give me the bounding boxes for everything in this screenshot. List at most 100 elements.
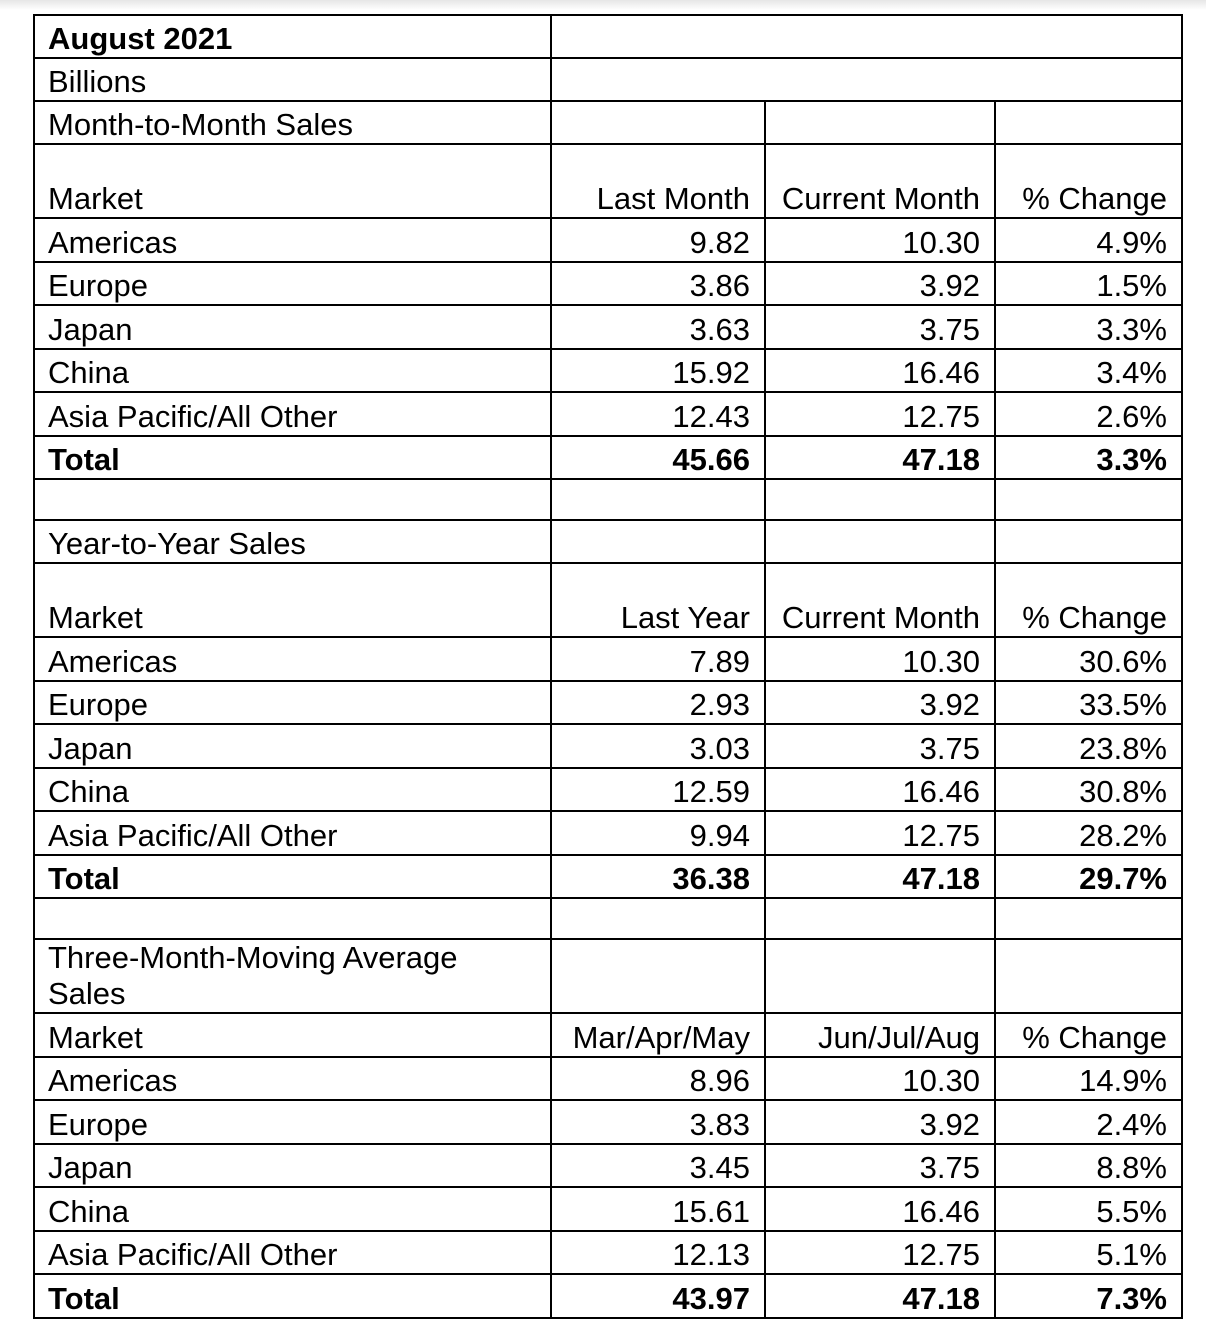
empty-cell bbox=[550, 897, 766, 940]
total-row: Total 36.38 47.18 29.7% bbox=[33, 853, 1183, 899]
table-row: Asia Pacific/All Other 12.13 12.75 5.1% bbox=[33, 1229, 1183, 1275]
market-name: China bbox=[33, 766, 552, 812]
empty-cell bbox=[764, 897, 996, 940]
column-header-row: Market Last Month Current Month% Change bbox=[33, 143, 1183, 219]
section-heading: Year-to-Year Sales bbox=[33, 519, 552, 564]
market-name: Japan bbox=[33, 723, 552, 769]
value-cell: 9.82 bbox=[550, 217, 766, 263]
column-header: Last Year bbox=[550, 562, 766, 638]
value-cell: 12.75 bbox=[764, 810, 996, 856]
value-cell: 3.83 bbox=[550, 1099, 766, 1145]
table-row: Americas 8.96 10.30 14.9% bbox=[33, 1055, 1183, 1101]
total-row: Total 45.66 47.18 3.3% bbox=[33, 434, 1183, 480]
value-cell: 3.03 bbox=[550, 723, 766, 769]
total-value: 47.18 bbox=[764, 853, 996, 899]
table-row: Japan 3.03 3.75 23.8% bbox=[33, 723, 1183, 769]
table-row: Europe 2.93 3.92 33.5% bbox=[33, 679, 1183, 725]
empty-cell bbox=[994, 519, 1183, 564]
value-cell: 3.75 bbox=[764, 1142, 996, 1188]
column-header: Current Month bbox=[764, 143, 996, 219]
value-cell: 2.4% bbox=[994, 1099, 1183, 1145]
column-header: Market bbox=[33, 1012, 552, 1058]
market-name: Americas bbox=[33, 217, 552, 263]
table-row: China 12.59 16.46 30.8% bbox=[33, 766, 1183, 812]
total-label: Total bbox=[33, 434, 552, 480]
value-cell: 3.75 bbox=[764, 304, 996, 350]
table-row: Asia Pacific/All Other 12.43 12.75 2.6% bbox=[33, 391, 1183, 437]
empty-cell bbox=[550, 938, 766, 1014]
value-cell: 28.2% bbox=[994, 810, 1183, 856]
table-row: Japan 3.63 3.75 3.3% bbox=[33, 304, 1183, 350]
section-heading: Three-Month-Moving Average Sales bbox=[33, 938, 552, 1014]
table-title: August 2021 bbox=[33, 14, 552, 59]
value-cell: 3.86 bbox=[550, 260, 766, 306]
section-heading-row: Three-Month-Moving Average Sales bbox=[33, 938, 1183, 1014]
total-value: 45.66 bbox=[550, 434, 766, 480]
column-header: Market bbox=[33, 143, 552, 219]
total-value: 43.97 bbox=[550, 1273, 766, 1319]
market-name: Japan bbox=[33, 1142, 552, 1188]
value-cell: 8.96 bbox=[550, 1055, 766, 1101]
empty-cell bbox=[33, 478, 552, 521]
column-header-row: Market Last Year Current Month% Change bbox=[33, 562, 1183, 638]
column-header: Market bbox=[33, 562, 552, 638]
column-header: % Change bbox=[994, 143, 1183, 219]
total-row: Total 43.97 47.18 7.3% bbox=[33, 1273, 1183, 1319]
column-header: Last Month bbox=[550, 143, 766, 219]
value-cell: 30.8% bbox=[994, 766, 1183, 812]
value-cell: 15.92 bbox=[550, 347, 766, 393]
value-cell: 3.4% bbox=[994, 347, 1183, 393]
market-name: Americas bbox=[33, 636, 552, 682]
value-cell: 10.30 bbox=[764, 217, 996, 263]
value-cell: 15.61 bbox=[550, 1186, 766, 1232]
spacer-row bbox=[33, 478, 1183, 521]
empty-cell bbox=[550, 519, 766, 564]
value-cell: 12.75 bbox=[764, 391, 996, 437]
market-name: Europe bbox=[33, 1099, 552, 1145]
value-cell: 10.30 bbox=[764, 1055, 996, 1101]
value-cell: 12.75 bbox=[764, 1229, 996, 1275]
column-header: % Change bbox=[994, 562, 1183, 638]
value-cell: 33.5% bbox=[994, 679, 1183, 725]
value-cell: 12.59 bbox=[550, 766, 766, 812]
empty-cell bbox=[550, 57, 1183, 102]
value-cell: 3.92 bbox=[764, 1099, 996, 1145]
value-cell: 10.30 bbox=[764, 636, 996, 682]
section-heading-row: Month-to-Month Sales bbox=[33, 100, 1183, 145]
market-name: China bbox=[33, 347, 552, 393]
market-name: Americas bbox=[33, 1055, 552, 1101]
table-row: China 15.92 16.46 3.4% bbox=[33, 347, 1183, 393]
column-header-row: Market Mar/Apr/May Jun/Jul/Aug% Change bbox=[33, 1012, 1183, 1058]
market-name: China bbox=[33, 1186, 552, 1232]
empty-cell bbox=[994, 478, 1183, 521]
total-value: 29.7% bbox=[994, 853, 1183, 899]
value-cell: 5.1% bbox=[994, 1229, 1183, 1275]
empty-cell bbox=[994, 897, 1183, 940]
empty-cell bbox=[550, 14, 1183, 59]
total-value: 47.18 bbox=[764, 434, 996, 480]
value-cell: 3.45 bbox=[550, 1142, 766, 1188]
market-name: Europe bbox=[33, 679, 552, 725]
table-row: Asia Pacific/All Other 9.94 12.75 28.2% bbox=[33, 810, 1183, 856]
value-cell: 23.8% bbox=[994, 723, 1183, 769]
market-name: Asia Pacific/All Other bbox=[33, 391, 552, 437]
title-row: August 2021 bbox=[33, 14, 1183, 59]
value-cell: 16.46 bbox=[764, 766, 996, 812]
value-cell: 2.6% bbox=[994, 391, 1183, 437]
value-cell: 3.92 bbox=[764, 679, 996, 725]
value-cell: 16.46 bbox=[764, 347, 996, 393]
column-header: Jun/Jul/Aug bbox=[764, 1012, 996, 1058]
value-cell: 14.9% bbox=[994, 1055, 1183, 1101]
empty-cell bbox=[764, 519, 996, 564]
value-cell: 3.75 bbox=[764, 723, 996, 769]
value-cell: 5.5% bbox=[994, 1186, 1183, 1232]
sales-table: August 2021 Billions Month-to-Month Sale… bbox=[33, 14, 1183, 1319]
total-value: 47.18 bbox=[764, 1273, 996, 1319]
total-value: 36.38 bbox=[550, 853, 766, 899]
spacer-row bbox=[33, 897, 1183, 940]
value-cell: 3.3% bbox=[994, 304, 1183, 350]
empty-cell bbox=[994, 938, 1183, 1014]
value-cell: 3.63 bbox=[550, 304, 766, 350]
table-row: China 15.61 16.46 5.5% bbox=[33, 1186, 1183, 1232]
total-label: Total bbox=[33, 853, 552, 899]
